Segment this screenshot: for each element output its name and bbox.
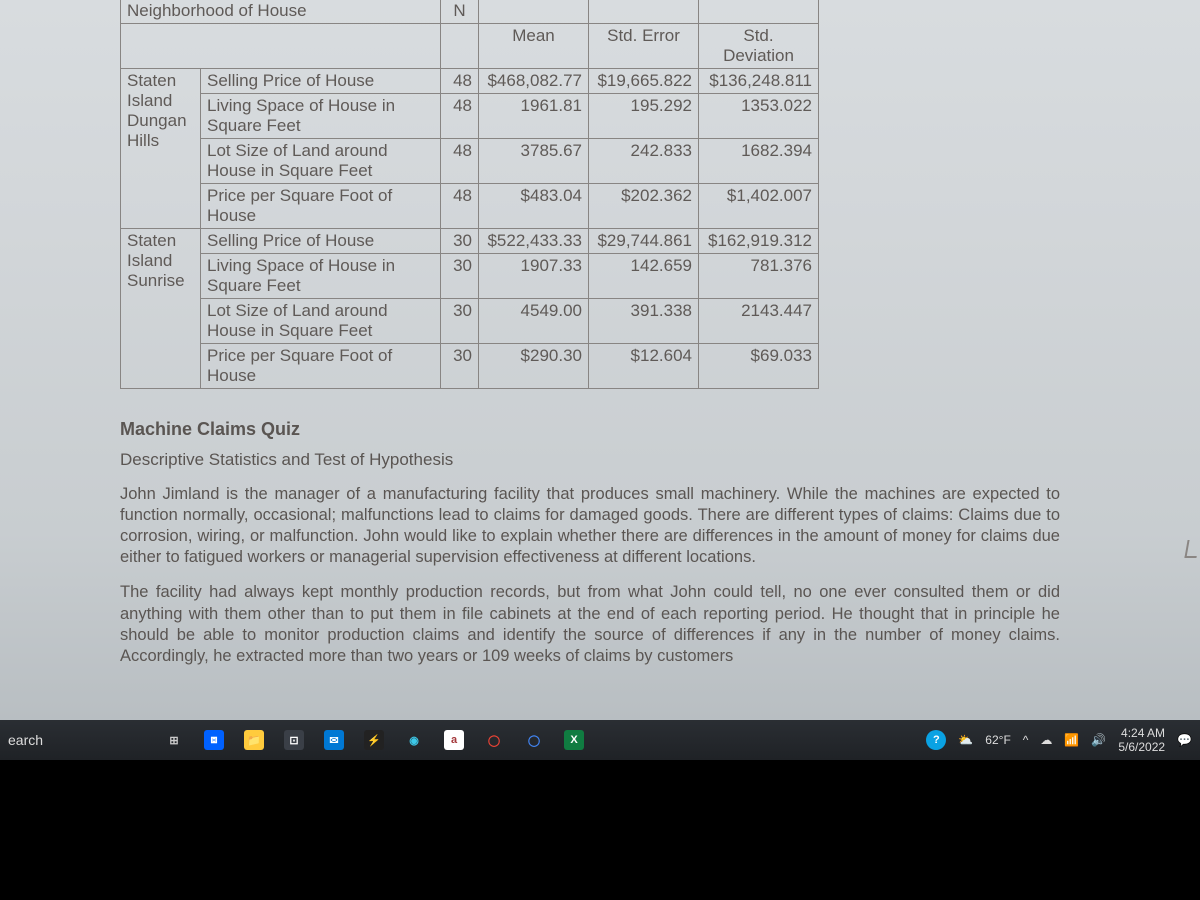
cell-n: 30 — [441, 254, 479, 299]
cell-se: 391.338 — [589, 299, 699, 344]
search-input-fragment[interactable]: earch — [8, 732, 43, 748]
file-explorer-icon[interactable]: 📁 — [243, 729, 265, 751]
cell-se: 195.292 — [589, 94, 699, 139]
cell-se: $29,744.861 — [589, 229, 699, 254]
cell-mean: 1961.81 — [479, 94, 589, 139]
var-label: Selling Price of House — [201, 229, 441, 254]
volume-icon[interactable]: 🔊 — [1091, 733, 1106, 747]
quiz-subtitle: Descriptive Statistics and Test of Hypot… — [120, 450, 1060, 470]
cell-sd: 1682.394 — [699, 139, 819, 184]
cell-mean: 1907.33 — [479, 254, 589, 299]
chrome2-icon[interactable]: ◯ — [523, 729, 545, 751]
clock-time: 4:24 AM — [1118, 726, 1165, 740]
var-label: Price per Square Foot of House — [201, 344, 441, 389]
group-label-1: Staten Island Dungan Hills — [121, 69, 201, 229]
stats-table: Neighborhood of House N Mean Std. Error … — [120, 0, 819, 389]
weather-temp[interactable]: 62°F — [985, 733, 1010, 747]
cell-mean: 3785.67 — [479, 139, 589, 184]
col-header-sd: Std.Deviation — [699, 24, 819, 69]
quiz-section: Machine Claims Quiz Descriptive Statisti… — [120, 419, 1070, 667]
clock-date: 5/6/2022 — [1118, 740, 1165, 754]
cell-se: $202.362 — [589, 184, 699, 229]
onedrive-icon[interactable]: ☁ — [1040, 733, 1052, 747]
cell-n: 30 — [441, 299, 479, 344]
cell-n: 48 — [441, 94, 479, 139]
quiz-paragraph-1: John Jimland is the manager of a manufac… — [120, 484, 1060, 568]
cell-mean: $483.04 — [479, 184, 589, 229]
cell-n: 48 — [441, 139, 479, 184]
taskbar-pinned-apps: ⊞ ⧈ 📁 ⊡ ✉ ⚡ ◉ a ◯ ◯ X — [163, 729, 585, 751]
store-icon[interactable]: ⊡ — [283, 729, 305, 751]
col-header-mean: Mean — [479, 24, 589, 69]
group-label-2: Staten Island Sunrise — [121, 229, 201, 389]
power-icon[interactable]: ⚡ — [363, 729, 385, 751]
cell-se: 142.659 — [589, 254, 699, 299]
cell-mean: 4549.00 — [479, 299, 589, 344]
var-label: Living Space of House in Square Feet — [201, 94, 441, 139]
excel-icon[interactable]: X — [563, 729, 585, 751]
cell-sd: $1,402.007 — [699, 184, 819, 229]
cell-n: 48 — [441, 69, 479, 94]
edge-icon[interactable]: ◉ — [403, 729, 425, 751]
system-tray[interactable]: ? ⛅ 62°F ^ ☁ 📶 🔊 4:24 AM 5/6/2022 💬 — [926, 726, 1192, 755]
cell-n: 30 — [441, 229, 479, 254]
quiz-title: Machine Claims Quiz — [120, 419, 1060, 440]
cell-n: 30 — [441, 344, 479, 389]
dropbox-icon[interactable]: ⧈ — [203, 729, 225, 751]
document-content: Neighborhood of House N Mean Std. Error … — [0, 0, 1200, 681]
weather-cloud-icon[interactable]: ⛅ — [958, 733, 973, 747]
cell-mean: $290.30 — [479, 344, 589, 389]
cell-sd: $136,248.811 — [699, 69, 819, 94]
cell-se: $19,665.822 — [589, 69, 699, 94]
wifi-icon[interactable]: 📶 — [1064, 733, 1079, 747]
notification-icon[interactable]: 💬 — [1177, 733, 1192, 747]
cell-se: $12.604 — [589, 344, 699, 389]
var-label: Lot Size of Land around House in Square … — [201, 299, 441, 344]
cell-se: 242.833 — [589, 139, 699, 184]
cell-mean: $522,433.33 — [479, 229, 589, 254]
windows-taskbar[interactable]: earch ⊞ ⧈ 📁 ⊡ ✉ ⚡ ◉ a ◯ ◯ X ? ⛅ 62°F ^ ☁ 📶 🔊 4:24 … — [0, 720, 1200, 760]
tray-chevron-icon[interactable]: ^ — [1023, 733, 1029, 747]
cell-sd: $162,919.312 — [699, 229, 819, 254]
access-icon[interactable]: a — [443, 729, 465, 751]
var-label: Living Space of House in Square Feet — [201, 254, 441, 299]
task-view-icon[interactable]: ⊞ — [163, 729, 185, 751]
mail-icon[interactable]: ✉ — [323, 729, 345, 751]
cell-mean: $468,082.77 — [479, 69, 589, 94]
cell-sd: $69.033 — [699, 344, 819, 389]
col-header-se: Std. Error — [589, 24, 699, 69]
cell-sd: 1353.022 — [699, 94, 819, 139]
help-icon[interactable]: ? — [926, 730, 946, 750]
desk-surface — [0, 760, 1200, 900]
var-label: Selling Price of House — [201, 69, 441, 94]
col-header-n: N — [441, 0, 479, 24]
cell-sd: 781.376 — [699, 254, 819, 299]
quiz-paragraph-2: The facility had always kept monthly pro… — [120, 582, 1060, 666]
clock[interactable]: 4:24 AM 5/6/2022 — [1118, 726, 1165, 755]
var-label: Price per Square Foot of House — [201, 184, 441, 229]
table-super-header: Neighborhood of House — [121, 0, 441, 24]
var-label: Lot Size of Land around House in Square … — [201, 139, 441, 184]
chrome-icon[interactable]: ◯ — [483, 729, 505, 751]
cell-sd: 2143.447 — [699, 299, 819, 344]
cell-n: 48 — [441, 184, 479, 229]
